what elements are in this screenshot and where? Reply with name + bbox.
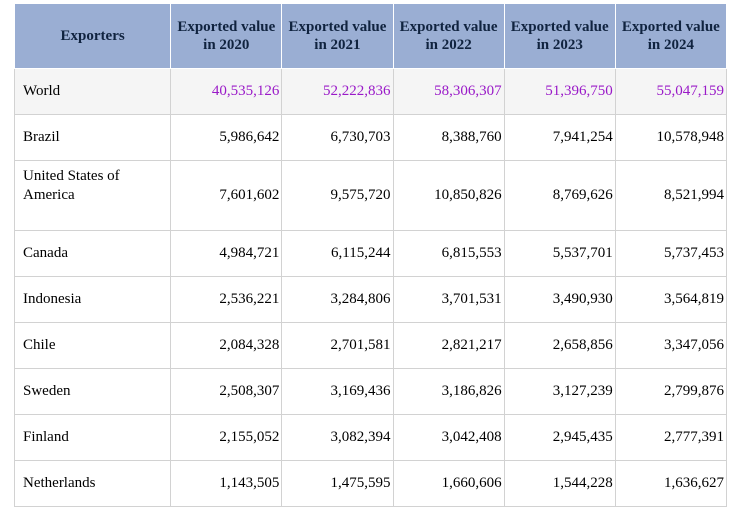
value-cell: 9,575,720 [281, 160, 394, 231]
value-cell: 10,578,948 [614, 114, 728, 161]
value-cell: 3,042,408 [392, 414, 505, 461]
value-cell: 2,536,221 [170, 276, 283, 323]
value-cell[interactable]: 55,047,159 [614, 68, 728, 115]
row-name-link[interactable]: World [13, 68, 172, 115]
value-cell: 2,155,052 [170, 414, 283, 461]
value-cell: 7,941,254 [503, 114, 616, 161]
row-name: Indonesia [13, 276, 172, 323]
table-row: Chile 2,084,328 2,701,581 2,821,217 2,65… [13, 322, 728, 369]
column-header-2020[interactable]: Exported value in 2020 [170, 3, 283, 69]
value-cell: 1,636,627 [614, 460, 728, 507]
value-cell: 6,115,244 [281, 230, 394, 277]
value-cell[interactable]: 51,396,750 [503, 68, 616, 115]
value-cell: 8,521,994 [614, 160, 728, 231]
table-row: Canada 4,984,721 6,115,244 6,815,553 5,5… [13, 230, 728, 277]
exporters-table-container: Exporters Exported value in 2020 Exporte… [13, 3, 728, 507]
value-cell[interactable]: 58,306,307 [392, 68, 505, 115]
value-cell: 2,701,581 [281, 322, 394, 369]
value-cell: 3,169,436 [281, 368, 394, 415]
row-name: Finland [13, 414, 172, 461]
row-name: Brazil [13, 114, 172, 161]
value-cell: 3,284,806 [281, 276, 394, 323]
value-cell: 1,143,505 [170, 460, 283, 507]
value-cell: 4,984,721 [170, 230, 283, 277]
value-cell: 3,490,930 [503, 276, 616, 323]
value-cell: 1,660,606 [392, 460, 505, 507]
table-row-world: World 40,535,126 52,222,836 58,306,307 5… [13, 68, 728, 115]
row-name: Chile [13, 322, 172, 369]
table-row: Netherlands 1,143,505 1,475,595 1,660,60… [13, 460, 728, 507]
value-cell: 3,564,819 [614, 276, 728, 323]
row-name: Netherlands [13, 460, 172, 507]
value-cell[interactable]: 40,535,126 [170, 68, 283, 115]
value-cell: 6,815,553 [392, 230, 505, 277]
value-cell: 6,730,703 [281, 114, 394, 161]
row-name: United States of America [13, 160, 172, 231]
row-name: Canada [13, 230, 172, 277]
table-row: Sweden 2,508,307 3,169,436 3,186,826 3,1… [13, 368, 728, 415]
table-row: Indonesia 2,536,221 3,284,806 3,701,531 … [13, 276, 728, 323]
value-cell: 3,082,394 [281, 414, 394, 461]
value-cell: 8,769,626 [503, 160, 616, 231]
value-cell: 2,658,856 [503, 322, 616, 369]
value-cell: 5,737,453 [614, 230, 728, 277]
column-header-2024[interactable]: Exported value in 2024 [614, 3, 728, 69]
value-cell: 3,186,826 [392, 368, 505, 415]
value-cell: 2,084,328 [170, 322, 283, 369]
value-cell: 3,347,056 [614, 322, 728, 369]
column-header-2021[interactable]: Exported value in 2021 [281, 3, 394, 69]
table-row: Finland 2,155,052 3,082,394 3,042,408 2,… [13, 414, 728, 461]
column-header-2023[interactable]: Exported value in 2023 [503, 3, 616, 69]
row-name: Sweden [13, 368, 172, 415]
value-cell: 5,986,642 [170, 114, 283, 161]
table-header: Exporters Exported value in 2020 Exporte… [13, 3, 728, 69]
value-cell: 2,945,435 [503, 414, 616, 461]
value-cell[interactable]: 52,222,836 [281, 68, 394, 115]
value-cell: 8,388,760 [392, 114, 505, 161]
value-cell: 3,701,531 [392, 276, 505, 323]
value-cell: 3,127,239 [503, 368, 616, 415]
value-cell: 2,821,217 [392, 322, 505, 369]
header-row: Exporters Exported value in 2020 Exporte… [13, 3, 728, 69]
value-cell: 2,508,307 [170, 368, 283, 415]
value-cell: 1,475,595 [281, 460, 394, 507]
table-body: World 40,535,126 52,222,836 58,306,307 5… [13, 68, 728, 507]
value-cell: 2,777,391 [614, 414, 728, 461]
value-cell: 7,601,602 [170, 160, 283, 231]
value-cell: 5,537,701 [503, 230, 616, 277]
table-row: United States of America 7,601,602 9,575… [13, 160, 728, 231]
column-header-2022[interactable]: Exported value in 2022 [392, 3, 505, 69]
value-cell: 10,850,826 [392, 160, 505, 231]
exporters-table: Exporters Exported value in 2020 Exporte… [13, 3, 728, 507]
value-cell: 2,799,876 [614, 368, 728, 415]
column-header-exporters[interactable]: Exporters [13, 3, 172, 69]
value-cell: 1,544,228 [503, 460, 616, 507]
table-row: Brazil 5,986,642 6,730,703 8,388,760 7,9… [13, 114, 728, 161]
